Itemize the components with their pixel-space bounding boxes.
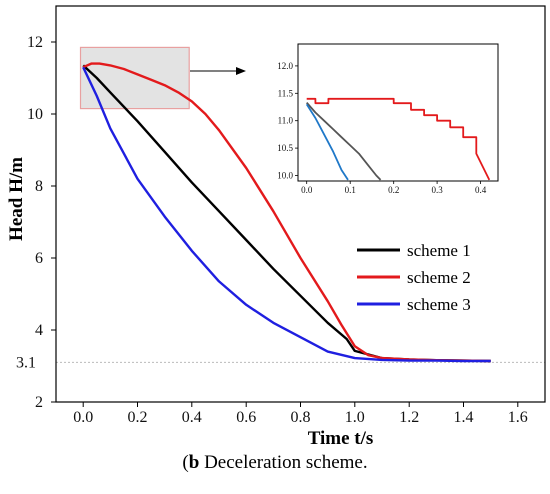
- legend-label: scheme 3: [407, 295, 471, 314]
- zoom-arrow-head: [236, 67, 246, 75]
- x-tick-label: 0.2: [128, 409, 148, 426]
- inset-x-tick-label: 0.4: [475, 185, 487, 195]
- inset-y-tick-label: 10.5: [277, 143, 293, 153]
- x-tick-label: 1.2: [399, 409, 419, 426]
- caption-label: b: [188, 452, 200, 473]
- caption-text: Deceleration scheme.: [199, 452, 368, 473]
- series-line-scheme-3: [82, 66, 491, 363]
- inset-background: [298, 44, 498, 181]
- y-tick-label: 12: [27, 34, 43, 51]
- series-line-scheme-2: [82, 62, 491, 363]
- y-tick-label: 2: [35, 394, 43, 411]
- inset-plot-frame: [297, 43, 499, 182]
- inset-x-tick-label: 0.0: [301, 185, 313, 195]
- inset-y-tick-label: 11.0: [278, 116, 294, 126]
- reference-line-label: 3.1: [16, 354, 36, 371]
- legend-label: scheme 1: [407, 241, 471, 260]
- x-tick-label: 0.4: [182, 409, 202, 426]
- y-tick-label: 8: [35, 178, 43, 195]
- inset-x-tick-label: 0.3: [431, 185, 443, 195]
- x-tick-label: 0.0: [73, 409, 93, 426]
- inset-x-tick-label: 0.2: [388, 185, 399, 195]
- x-tick-label: 1.6: [508, 409, 528, 426]
- y-axis-title: Head H/m: [6, 157, 27, 241]
- x-axis-title: Time t/s: [308, 428, 374, 449]
- legend-label: scheme 2: [407, 268, 471, 287]
- inset-series-line: [306, 97, 491, 181]
- inset-series-line: [305, 103, 349, 181]
- inset-y-tick-label: 12.0: [277, 61, 293, 71]
- x-tick-label: 0.6: [236, 409, 256, 426]
- inset-x-tick-label: 0.1: [345, 185, 356, 195]
- inset-series-line: [306, 102, 382, 181]
- figure-caption: (b Deceleration scheme.: [182, 452, 368, 473]
- y-tick-label: 10: [27, 106, 43, 123]
- x-tick-label: 1.0: [345, 409, 365, 426]
- x-tick-label: 1.4: [454, 409, 474, 426]
- inset-y-tick-label: 11.5: [278, 88, 294, 98]
- inset-y-tick-label: 10.0: [277, 171, 293, 181]
- y-tick-label: 6: [35, 250, 43, 267]
- y-tick-label: 4: [35, 322, 43, 339]
- x-tick-label: 0.8: [291, 409, 311, 426]
